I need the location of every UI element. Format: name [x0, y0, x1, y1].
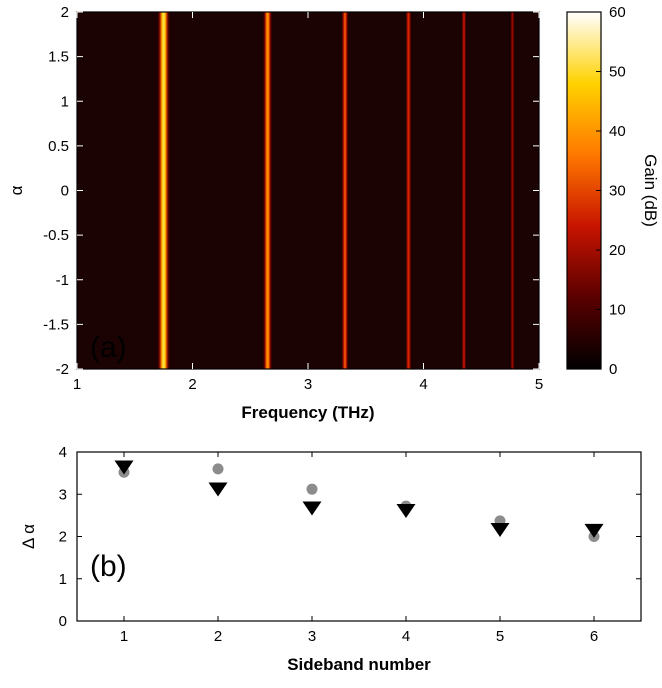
heatmap-band — [460, 12, 468, 369]
heatmap-y-tick-label: -1.5 — [43, 316, 69, 333]
heatmap-y-tick-label: 1.5 — [48, 49, 69, 66]
scatter-frame — [76, 451, 642, 622]
scatter-point-triangle — [208, 482, 228, 497]
scatter-point-triangle — [302, 501, 322, 516]
colorbar-tick-label: 40 — [609, 123, 626, 140]
heatmap-x-axis-label: Frequency (THz) — [241, 403, 374, 422]
scatter-y-axis-label: Δ α — [19, 524, 38, 549]
colorbar-label: Gain (dB) — [641, 154, 660, 227]
scatter-point-triangle — [490, 523, 510, 538]
scatter-y-tick-label: 2 — [59, 529, 67, 546]
colorbar-bar — [566, 11, 602, 370]
scatter-y-tick-label: 3 — [59, 486, 67, 503]
scatter-point-triangle — [396, 504, 416, 519]
heatmap-x-tick-label: 4 — [419, 376, 427, 393]
scatter-x-tick-label: 1 — [120, 628, 128, 645]
colorbar-ticks: 0 10 20 30 40 50 60 — [596, 4, 626, 378]
heatmap-x-tick-label: 5 — [535, 376, 543, 393]
heatmap-y-tick-label: -2 — [56, 361, 69, 378]
heatmap-x-tick-label: 2 — [188, 376, 196, 393]
scatter-point-triangle — [584, 523, 604, 538]
scatter-x-ticks: 1 2 3 4 5 6 — [120, 452, 598, 645]
panel-b-scatter: 1 2 3 4 5 6 0 1 2 3 4 Sideband number Δ α (b) — [19, 444, 642, 674]
heatmap-bands — [156, 12, 516, 369]
colorbar-tick-label: 0 — [609, 361, 617, 378]
scatter-x-tick-label: 2 — [214, 628, 222, 645]
scatter-x-tick-label: 5 — [496, 628, 504, 645]
heatmap-y-tick-label: 2 — [61, 4, 69, 21]
colorbar: 0 10 20 30 40 50 60 Gain (dB) — [566, 4, 660, 378]
heatmap-y-tick-label: 1 — [61, 93, 69, 110]
heatmap-y-ticks: -2 -1.5 -1 -0.5 0 0.5 1 1.5 2 — [43, 4, 539, 378]
scatter-x-tick-label: 4 — [402, 628, 410, 645]
heatmap-y-axis-label: α — [7, 185, 26, 195]
scatter-x-axis-label: Sideband number — [287, 655, 431, 674]
heatmap-x-tick-label: 3 — [304, 376, 312, 393]
heatmap-band — [509, 12, 516, 369]
heatmap-background — [77, 12, 539, 369]
colorbar-tick-label: 60 — [609, 4, 626, 21]
heatmap-band — [261, 12, 274, 369]
panel-a-label: (a) — [90, 331, 127, 364]
heatmap-y-tick-label: -0.5 — [43, 227, 69, 244]
colorbar-tick-label: 10 — [609, 302, 626, 319]
heatmap-band — [404, 12, 413, 369]
heatmap-y-tick-label: 0 — [61, 183, 69, 200]
scatter-y-ticks: 0 1 2 3 4 — [59, 444, 641, 630]
scatter-y-tick-label: 4 — [59, 444, 67, 461]
panel-b-label: (b) — [90, 550, 127, 583]
heatmap-band — [340, 12, 350, 369]
scatter-point-circle — [212, 463, 224, 475]
panel-a-heatmap: 1 2 3 4 5 -2 -1.5 -1 -0.5 0 0.5 1 1.5 2 Frequency (T… — [7, 4, 543, 422]
scatter-point-triangle — [114, 460, 134, 475]
scatter-y-tick-label: 1 — [59, 571, 67, 588]
heatmap-band — [156, 12, 172, 369]
colorbar-tick-label: 50 — [609, 64, 626, 81]
scatter-points — [114, 460, 604, 542]
heatmap-y-tick-label: 0.5 — [48, 138, 69, 155]
colorbar-tick-label: 20 — [609, 242, 626, 259]
heatmap-x-tick-label: 1 — [73, 376, 81, 393]
heatmap-y-tick-label: -1 — [56, 272, 69, 289]
scatter-y-tick-label: 0 — [59, 613, 67, 630]
scatter-x-tick-label: 6 — [590, 628, 598, 645]
colorbar-tick-label: 30 — [609, 183, 626, 200]
scatter-x-tick-label: 3 — [308, 628, 316, 645]
scatter-point-circle — [306, 483, 318, 495]
heatmap-x-ticks: 1 2 3 4 5 — [73, 12, 543, 393]
